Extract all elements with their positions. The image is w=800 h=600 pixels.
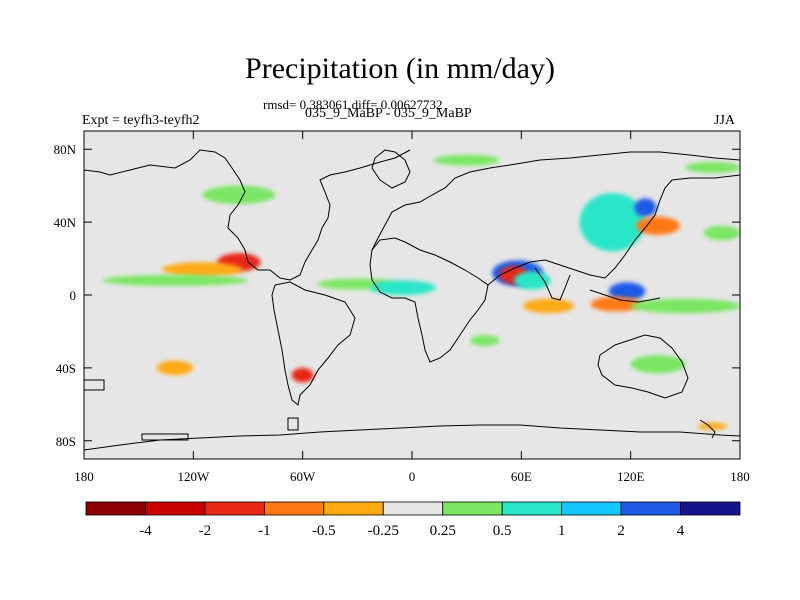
colorbar-label: -1: [258, 523, 271, 539]
anomaly-south-atlantic-dry: [291, 367, 314, 383]
colorbar-swatch: [204, 501, 265, 516]
anomaly-australia-wet: [630, 355, 686, 374]
anomaly-layer: [102, 154, 740, 430]
colorbar-swatch: [442, 501, 503, 516]
x-tick-label: 0: [409, 469, 416, 484]
coastline-island: [84, 379, 105, 391]
anomaly-maritime-dry: [590, 296, 642, 312]
anomaly-north-pacific-wet: [685, 161, 740, 173]
anomaly-west-africa-wet: [370, 280, 436, 296]
anomaly-east-asia-core: [634, 198, 657, 217]
anomaly-bay-of-bengal-wet: [514, 271, 551, 290]
stats-label: rmsd= 0.383061 diff= 0.00627732: [263, 97, 443, 112]
coastline-europe: [371, 151, 740, 251]
colorbar-label: 2: [617, 523, 625, 539]
anomaly-japan-dry: [636, 216, 680, 235]
colorbar-label: -0.25: [368, 523, 399, 539]
y-tick-label: 80S: [56, 434, 76, 449]
colorbar-swatch: [323, 501, 384, 516]
coastline-north-america: [84, 149, 411, 281]
anomaly-north-atlantic-wet: [433, 154, 500, 166]
coastline-maritime: [589, 289, 661, 303]
colorbar-swatch: [263, 501, 325, 516]
experiment-subtitle: 035_9_MaBP - 035_9_MaBP: [305, 106, 472, 121]
x-tick-label: 60E: [511, 469, 532, 484]
colorbar-swatch: [620, 501, 681, 516]
colorbar-label: -2: [199, 523, 212, 539]
map-area: 180 120W 60W 0 60E 120E 180 80N 40N 0 40S 80S: [54, 130, 750, 484]
colorbar-swatch: [501, 501, 563, 516]
colorbar-label: 1: [558, 523, 566, 539]
y-tick-label: 0: [70, 288, 77, 303]
y-tick-label: 40S: [56, 361, 76, 376]
plot-title: Precipitation (in mm/day): [245, 52, 555, 85]
coastline-india: [534, 267, 571, 301]
x-tick-label: 180: [730, 469, 750, 484]
colorbar-label: 0.5: [493, 523, 512, 539]
y-tick-label: 40N: [54, 215, 77, 230]
x-tick-label: 120W: [177, 469, 210, 484]
anomaly-tasman-dry: [698, 422, 728, 430]
colorbar-label: 4: [677, 523, 685, 539]
coastline-asia: [487, 174, 740, 286]
colorbar-label: 0.25: [430, 523, 456, 539]
colorbar-labels: -4 -2 -1 -0.5 -0.25 0.25 0.5 1 2 4: [139, 523, 685, 539]
coastline-island: [141, 433, 189, 441]
colorbar-label: -4: [139, 523, 152, 539]
colorbar-label: -0.5: [312, 523, 336, 539]
coastline-africa: [369, 237, 489, 363]
colorbar: -4 -2 -1 -0.5 -0.25 0.25 0.5 1 2 4: [85, 501, 741, 539]
colorbar-swatch: [680, 501, 741, 516]
axis-ticks: [83, 131, 741, 459]
coastline-south-america: [271, 281, 356, 406]
coastline-antarctica: [84, 424, 740, 451]
coastlines: [84, 149, 740, 451]
coastline-greenland: [371, 149, 411, 189]
x-tick-label: 60W: [290, 469, 316, 484]
coastline-island: [287, 417, 299, 431]
x-tick-label: 120E: [617, 469, 645, 484]
experiment-label: Expt = teyfh3-teyfh2: [82, 113, 200, 128]
anomaly-western-pacific-wet: [703, 225, 740, 241]
colorbar-swatch: [561, 501, 622, 516]
colorbar-swatch: [85, 501, 146, 516]
anomaly-indian-ocean-dry: [523, 298, 575, 314]
anomaly-southern-ocean-dry: [156, 360, 194, 376]
y-tick-label: 80N: [54, 142, 77, 157]
anomaly-south-pacific-wet: [630, 298, 740, 314]
anomaly-east-pacific-dry: [162, 262, 243, 277]
x-tick-label: 180: [74, 469, 94, 484]
season-label: JJA: [714, 113, 736, 128]
anomaly-east-asia-wet: [579, 192, 646, 252]
anomaly-maritime-wet: [608, 282, 646, 301]
colorbar-swatches: [85, 501, 741, 516]
anomaly-north-america-wet: [202, 185, 276, 204]
coastline-australia: [597, 334, 689, 399]
anomaly-southern-africa-wet: [470, 335, 500, 347]
anomaly-east-pacific-wet: [102, 274, 248, 286]
axis-labels: 180 120W 60W 0 60E 120E 180 80N 40N 0 40S 80S: [54, 142, 750, 484]
colorbar-swatch: [382, 501, 444, 516]
colorbar-swatch: [145, 501, 206, 516]
